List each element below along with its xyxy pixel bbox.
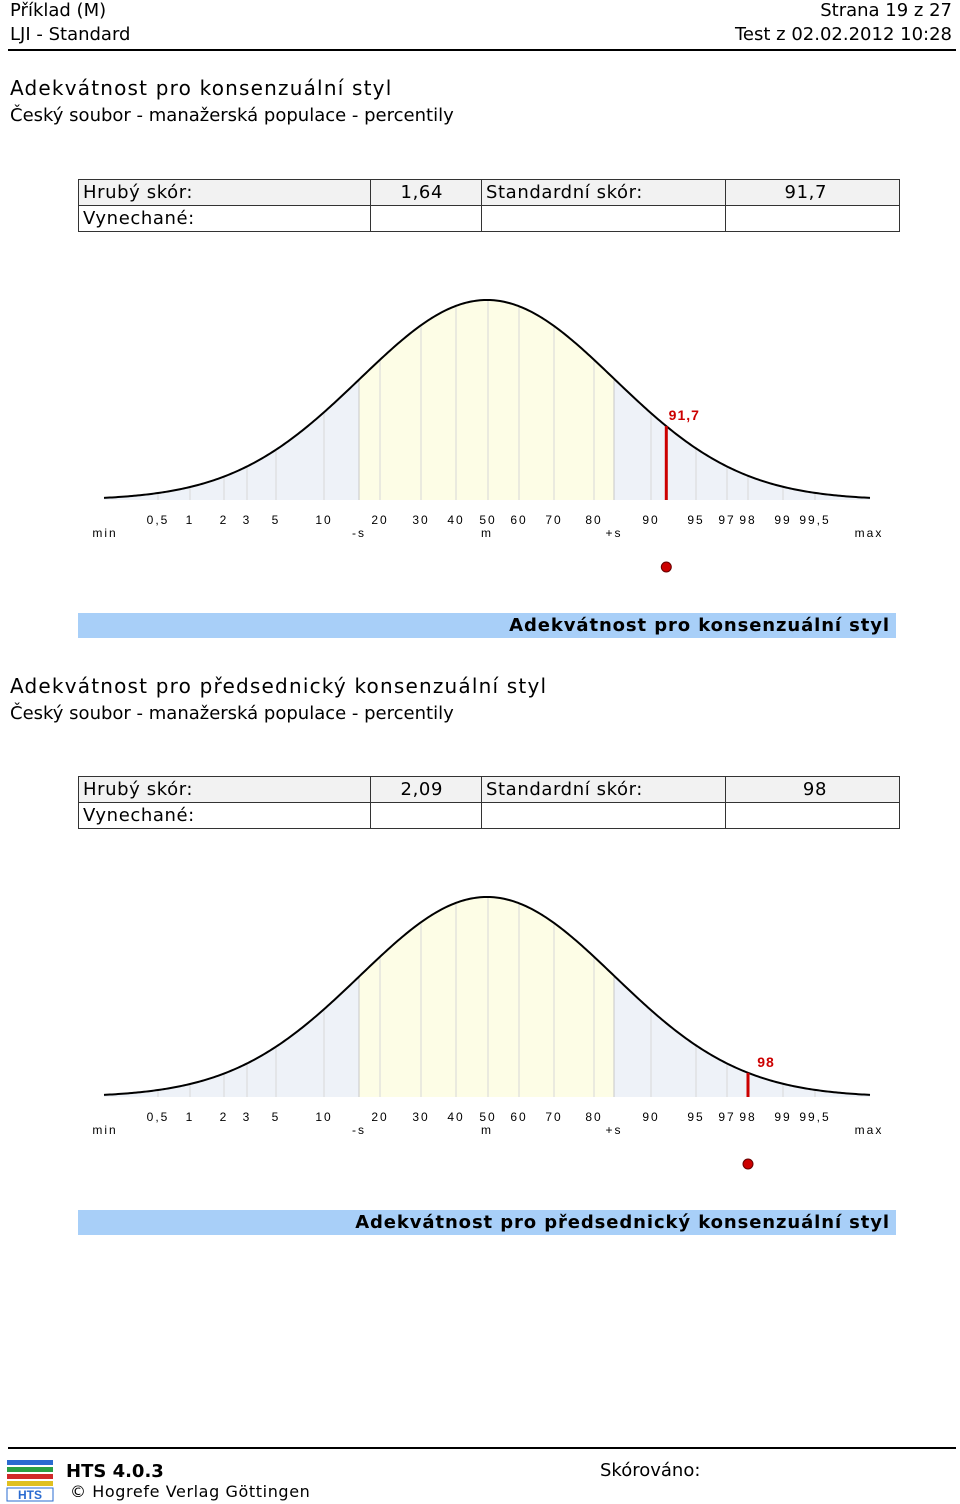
missing-value <box>370 802 482 829</box>
scale-label: Adekvátnost pro předsednický konsenzuáln… <box>355 1212 890 1233</box>
empty-cell <box>481 802 726 829</box>
sd-label: -s <box>352 526 366 540</box>
tick-label: 90 <box>642 1110 659 1124</box>
tick-label: 97 <box>718 1110 735 1124</box>
tick-label: 1 <box>186 1110 195 1124</box>
sd-label: m <box>481 1123 493 1137</box>
tick-label: 5 <box>272 1110 281 1124</box>
scale-label: Adekvátnost pro konsenzuální styl <box>509 615 890 636</box>
middle-sd-area <box>359 300 614 500</box>
tick-label: 0,5 <box>147 1110 170 1124</box>
tick-label: 80 <box>585 1110 602 1124</box>
missing-value <box>370 205 482 232</box>
standard-score-label: Standardní skór: <box>481 179 726 206</box>
raw-score-label: Hrubý skór: <box>78 179 371 206</box>
tick-label: 1 <box>186 513 195 527</box>
scored-by-label: Skórováno: <box>600 1460 701 1481</box>
axis-max-label: max <box>855 1123 884 1137</box>
tick-label: 30 <box>412 513 429 527</box>
section-subtitle: Český soubor - manažerská populace - per… <box>10 703 454 724</box>
score-marker-label: 98 <box>757 1054 775 1070</box>
tick-label: 40 <box>447 513 464 527</box>
test-date: Test z 02.02.2012 10:28 <box>735 24 952 45</box>
raw-score-label: Hrubý skór: <box>78 776 371 803</box>
lower-tail-area <box>104 976 359 1097</box>
score-marker-label: 91,7 <box>669 407 700 423</box>
test-name: LJI - Standard <box>10 24 131 45</box>
score-marker-dot <box>660 561 672 573</box>
axis-max-label: max <box>855 526 884 540</box>
standard-score-label: Standardní skór: <box>481 776 726 803</box>
axis-min-label: min <box>92 526 117 540</box>
page-number: Strana 19 z 27 <box>820 0 952 21</box>
svg-text:HTS: HTS <box>18 1488 42 1502</box>
section-title: Adekvátnost pro předsednický konsenzuáln… <box>10 674 548 698</box>
missing-label: Vynechané: <box>78 205 371 232</box>
tick-label: 99,5 <box>799 513 830 527</box>
empty-cell <box>725 802 900 829</box>
tick-label: 3 <box>243 1110 252 1124</box>
tick-label: 99,5 <box>799 1110 830 1124</box>
middle-sd-area <box>359 897 614 1097</box>
tick-label: 30 <box>412 1110 429 1124</box>
axis-min-label: min <box>92 1123 117 1137</box>
tick-label: 70 <box>545 1110 562 1124</box>
tick-label: 20 <box>371 513 388 527</box>
tick-label: 98 <box>739 1110 756 1124</box>
raw-score-value: 2,09 <box>370 776 482 803</box>
empty-cell <box>725 205 900 232</box>
tick-label: 99 <box>774 513 791 527</box>
missing-label: Vynechané: <box>78 802 371 829</box>
sd-label: +s <box>605 526 622 540</box>
score-table: Hrubý skór: 2,09 Standardní skór: 98 Vyn… <box>78 776 900 829</box>
sd-label: -s <box>352 1123 366 1137</box>
tick-label: 50 <box>479 1110 496 1124</box>
percentile-chart: 0,5 1 2 3 5 10 20 30 40 50 60 70 80 90 95 97 98 99 99,5 min… <box>92 299 884 573</box>
tick-label: 20 <box>371 1110 388 1124</box>
tick-label: 0,5 <box>147 513 170 527</box>
tick-label: 97 <box>718 513 735 527</box>
standard-score-value: 98 <box>725 776 900 803</box>
percentile-chart: 0,5 1 2 3 5 10 20 30 40 50 60 70 80 90 95 97 98 99 99,5 min… <box>92 896 884 1170</box>
lower-tail-area <box>104 379 359 500</box>
tick-label: 98 <box>739 513 756 527</box>
footer-divider <box>8 1447 956 1449</box>
sd-label: m <box>481 526 493 540</box>
example-name: Příklad (M) <box>10 0 107 21</box>
tick-label: 80 <box>585 513 602 527</box>
normal-curve <box>103 896 871 1096</box>
scale-label-band: Adekvátnost pro konsenzuální styl <box>78 613 896 638</box>
score-table: Hrubý skór: 1,64 Standardní skór: 91,7 V… <box>78 179 900 232</box>
tick-label: 3 <box>243 513 252 527</box>
tick-label: 60 <box>510 513 527 527</box>
header-divider <box>8 49 956 51</box>
score-marker-dot <box>742 1158 754 1170</box>
tick-label: 70 <box>545 513 562 527</box>
tick-label: 10 <box>315 1110 332 1124</box>
software-version: HTS 4.0.3 <box>66 1461 164 1482</box>
sd-label: +s <box>605 1123 622 1137</box>
raw-score-value: 1,64 <box>370 179 482 206</box>
standard-score-value: 91,7 <box>725 179 900 206</box>
upper-tail-area <box>614 975 870 1097</box>
hts-logo-icon: HTS <box>6 1460 54 1502</box>
tick-label: 40 <box>447 1110 464 1124</box>
tick-label: 90 <box>642 513 659 527</box>
tick-label: 99 <box>774 1110 791 1124</box>
section-subtitle: Český soubor - manažerská populace - per… <box>10 105 454 126</box>
tick-label: 10 <box>315 513 332 527</box>
section-title: Adekvátnost pro konsenzuální styl <box>10 76 393 100</box>
tick-label: 2 <box>220 513 229 527</box>
tick-label: 2 <box>220 1110 229 1124</box>
empty-cell <box>481 205 726 232</box>
tick-label: 50 <box>479 513 496 527</box>
tick-label: 95 <box>687 513 704 527</box>
copyright: © Hogrefe Verlag Göttingen <box>70 1482 311 1501</box>
tick-label: 60 <box>510 1110 527 1124</box>
scale-label-band: Adekvátnost pro předsednický konsenzuáln… <box>78 1210 896 1235</box>
tick-label: 95 <box>687 1110 704 1124</box>
upper-tail-area <box>614 378 870 500</box>
normal-curve <box>103 299 871 499</box>
tick-label: 5 <box>272 513 281 527</box>
